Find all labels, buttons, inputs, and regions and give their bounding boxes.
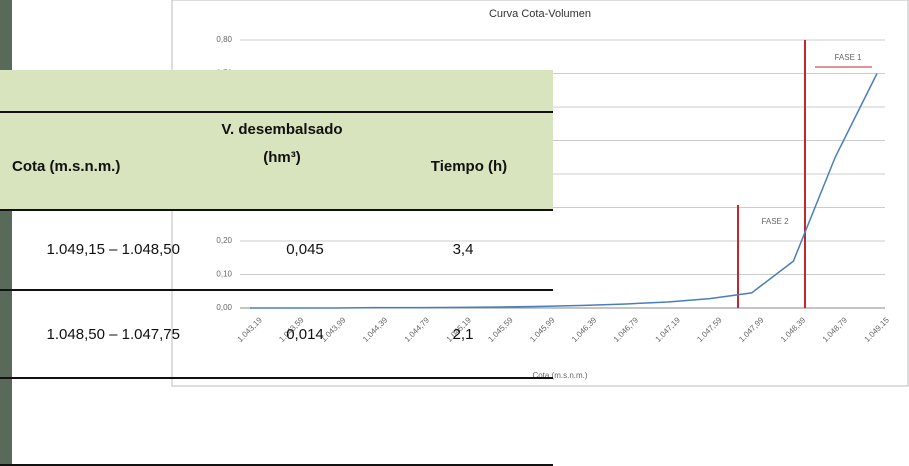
annotation: FASE 2 <box>761 217 789 226</box>
column-header: Tiempo (h) <box>431 158 507 175</box>
column-header: V. desembalsado <box>221 121 342 138</box>
table-cell: 0,014 <box>286 326 324 343</box>
table-cell: 3,4 <box>453 241 474 258</box>
photo-edge <box>0 0 12 466</box>
y-tick-label: 0,10 <box>216 270 232 279</box>
annotation: FASE 1 <box>834 53 862 62</box>
y-tick-label: 0,20 <box>216 236 232 245</box>
column-header: (hm³) <box>263 149 301 166</box>
table-cell: 1.049,15 – 1.048,50 <box>47 241 180 258</box>
table-cell: 2,1 <box>453 326 474 343</box>
screenshot: Curva Cota-Volumen Cota (m.s.n.m.) 0,00 0… <box>0 0 909 466</box>
table-cell: 1.048,50 – 1.047,75 <box>47 326 180 343</box>
y-tick-label: 0,00 <box>216 303 232 312</box>
chart-title: Curva Cota-Volumen <box>489 8 591 20</box>
y-tick-label: 0,80 <box>216 35 232 44</box>
column-header: Cota (m.s.n.m.) <box>12 158 120 175</box>
table-header-bg <box>0 70 553 210</box>
table-cell: 0,045 <box>286 241 324 258</box>
